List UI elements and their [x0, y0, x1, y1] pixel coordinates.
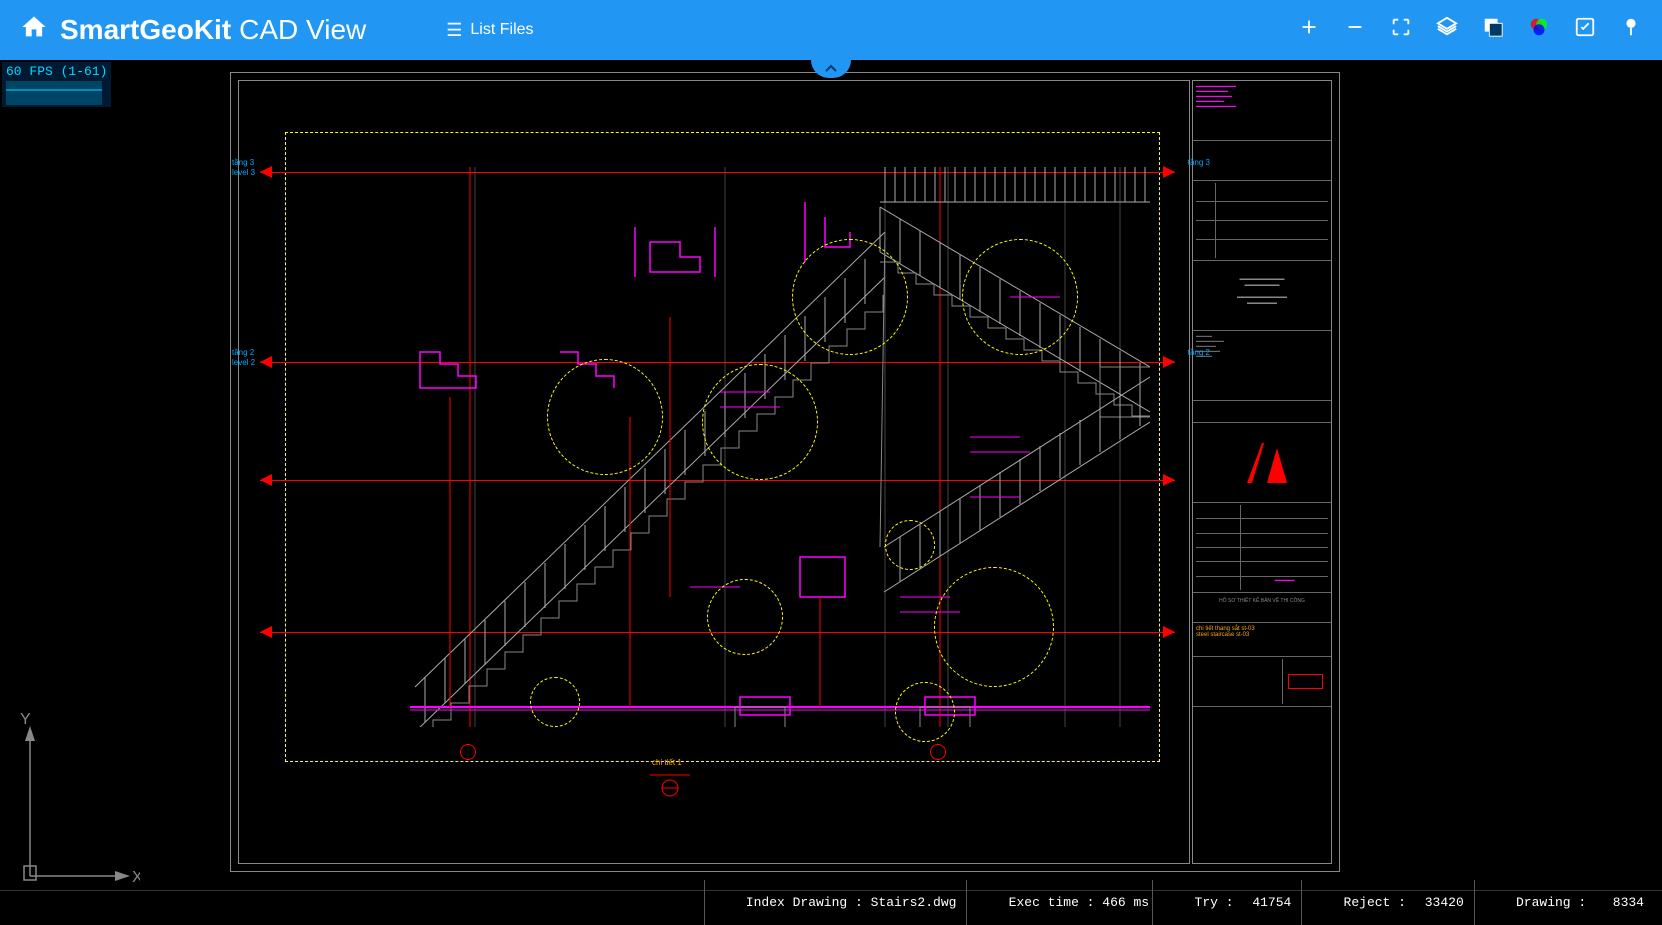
status-try: Try : 41754: [1152, 880, 1301, 925]
fps-counter: 60 FPS (1-61): [2, 62, 111, 107]
status-index-drawing: Index Drawing : Stairs2.dwg: [704, 880, 967, 925]
level-label: tầng 3: [1188, 158, 1210, 167]
status-drawing: Drawing : 8334: [1474, 880, 1654, 925]
status-bar: Index Drawing : Stairs2.dwg Exec time : …: [0, 890, 1662, 914]
level-arrow-icon: [1157, 356, 1175, 368]
detail-circle: [792, 239, 908, 355]
sheet-name-2: steel staircase st-03: [1196, 632, 1328, 638]
level-label: level 3: [232, 168, 255, 177]
color-icon[interactable]: [1528, 16, 1550, 44]
detail-circle: [707, 579, 783, 655]
list-files-button[interactable]: ☰ List Files: [446, 20, 533, 41]
axis-y-label: Y: [20, 711, 31, 728]
status-exec-time: Exec time : 466 ms: [966, 880, 1152, 925]
detail-circle: [530, 677, 580, 727]
level-arrow-icon: [260, 474, 278, 486]
detail-circle: [547, 359, 663, 475]
detail-circle: [895, 682, 955, 742]
level-arrow-icon: [1157, 626, 1175, 638]
section-label: chi tiết 1: [652, 758, 682, 767]
fps-graph: [6, 81, 102, 105]
grid-circle: [930, 744, 946, 760]
home-icon[interactable]: [20, 13, 48, 48]
pin-icon[interactable]: [1620, 16, 1642, 44]
drawing-frame: ▬▬▬▬▬▬▬▬▬▬▬▬▬▬▬▬▬▬▬▬▬▬▬▬▬▬▬▬▬▬▬▬▬▬▬▬▬▬▬▬…: [230, 72, 1340, 872]
level-arrow-icon: [260, 166, 278, 178]
level-label: tầng 2: [1188, 348, 1210, 357]
detail-circle: [702, 364, 818, 480]
level-arrow-icon: [1157, 474, 1175, 486]
app-header: SmartGeoKit CAD View ☰ List Files: [0, 0, 1662, 60]
level-arrow-icon: [260, 626, 278, 638]
fullscreen-icon[interactable]: [1390, 16, 1412, 44]
level-label: level 2: [232, 358, 255, 367]
brand-sub: CAD View: [239, 14, 366, 46]
axis-indicator: Y X: [10, 706, 140, 886]
level-arrow-icon: [1157, 166, 1175, 178]
fps-label: 60 FPS (1-61): [6, 64, 107, 79]
company-logo: [1193, 423, 1331, 503]
drawing-title-1: HỒ SƠ THIẾT KẾ BẢN VẼ THI CÔNG: [1193, 593, 1331, 623]
detail-circle: [885, 520, 935, 570]
zoom-out-icon[interactable]: [1344, 16, 1366, 44]
window-icon[interactable]: [1482, 16, 1504, 44]
edit-icon[interactable]: [1574, 16, 1596, 44]
detail-circle: [934, 567, 1054, 687]
status-reject: Reject : 33420: [1301, 880, 1473, 925]
cad-canvas[interactable]: ▬▬▬▬▬▬▬▬▬▬▬▬▬▬▬▬▬▬▬▬▬▬▬▬▬▬▬▬▬▬▬▬▬▬▬▬▬▬▬▬…: [0, 60, 1662, 890]
title-block: ▬▬▬▬▬▬▬▬▬▬▬▬▬▬▬▬▬▬▬▬▬▬▬▬▬▬▬▬▬▬▬▬▬▬▬▬▬▬▬▬…: [1192, 80, 1332, 864]
brand-main: SmartGeoKit: [60, 14, 231, 46]
toolbar-right: [1298, 16, 1642, 44]
detail-circle: [962, 239, 1078, 355]
hamburger-icon: ☰: [446, 20, 462, 41]
section-marker: [650, 770, 690, 800]
zoom-in-icon[interactable]: [1298, 16, 1320, 44]
level-label: tầng 2: [232, 348, 254, 357]
level-label: tầng 3: [232, 158, 254, 167]
level-arrow-icon: [260, 356, 278, 368]
layers-icon[interactable]: [1436, 16, 1458, 44]
axis-x-label: X: [132, 869, 140, 886]
list-files-label: List Files: [470, 21, 533, 39]
grid-circle: [460, 744, 476, 760]
